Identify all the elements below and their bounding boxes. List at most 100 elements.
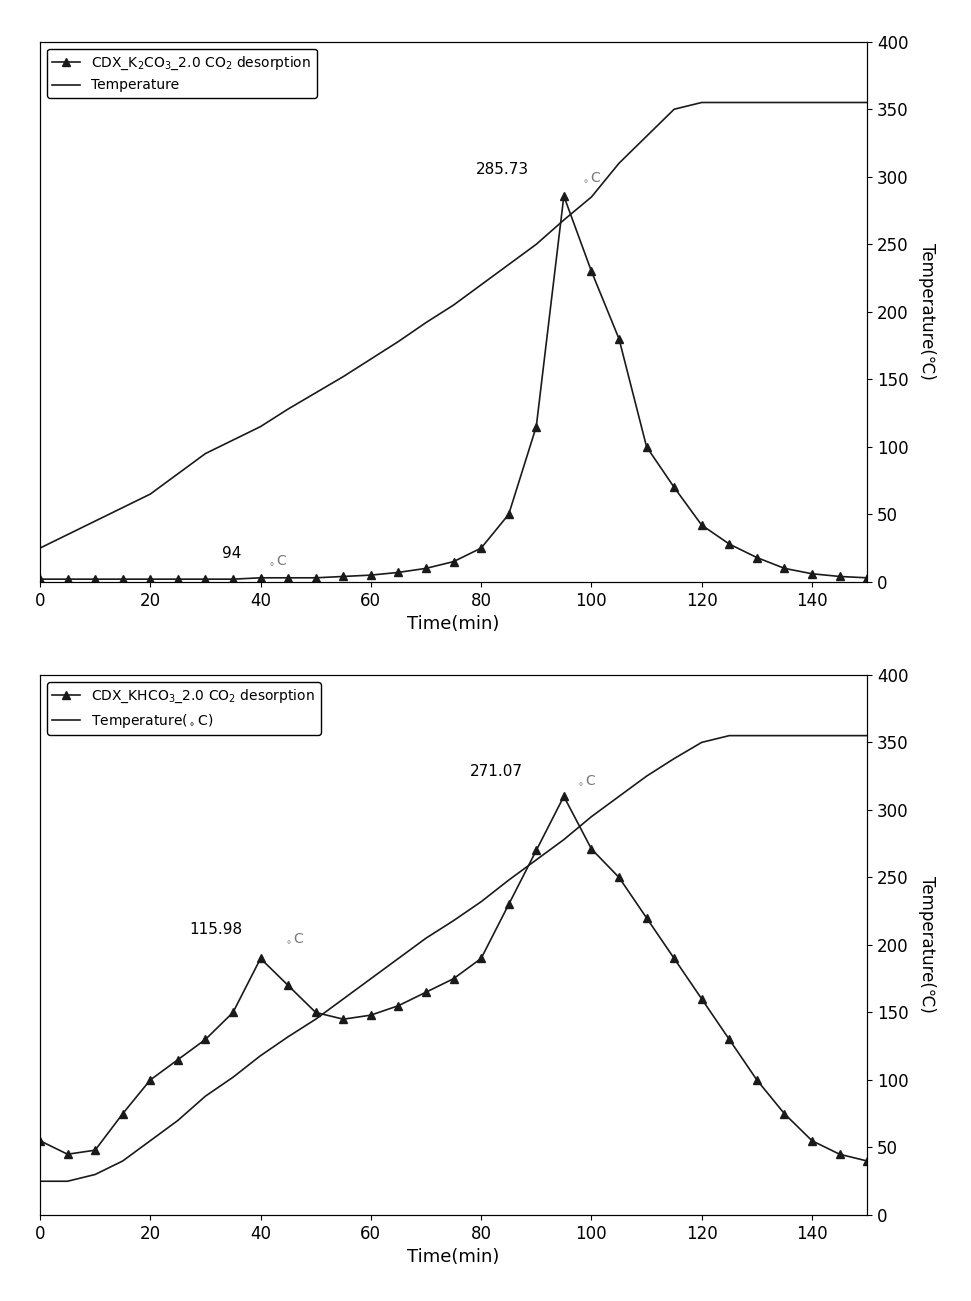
CDX_K$_2$CO$_3$_2.0 CO$_2$ desorption bbox=[62, 571, 74, 587]
Temperature($_\circ$C) bbox=[34, 1174, 46, 1189]
Temperature bbox=[779, 95, 790, 111]
CDX_K$_2$CO$_3$_2.0 CO$_2$ desorption bbox=[779, 561, 790, 576]
Temperature bbox=[227, 432, 239, 448]
CDX_KHCO$_3$_2.0 CO$_2$ desorption bbox=[806, 1133, 818, 1149]
Temperature bbox=[254, 419, 266, 435]
CDX_K$_2$CO$_3$_2.0 CO$_2$ desorption bbox=[420, 561, 432, 576]
CDX_KHCO$_3$_2.0 CO$_2$ desorption bbox=[283, 977, 294, 993]
CDX_K$_2$CO$_3$_2.0 CO$_2$ desorption bbox=[172, 571, 184, 587]
Temperature bbox=[62, 527, 74, 543]
Temperature bbox=[558, 212, 570, 228]
CDX_K$_2$CO$_3$_2.0 CO$_2$ desorption bbox=[530, 419, 542, 435]
CDX_K$_2$CO$_3$_2.0 CO$_2$ desorption bbox=[448, 554, 459, 570]
Temperature($_\circ$C) bbox=[448, 913, 459, 929]
Temperature($_\circ$C) bbox=[392, 951, 404, 967]
CDX_K$_2$CO$_3$_2.0 CO$_2$ desorption bbox=[558, 189, 570, 204]
CDX_KHCO$_3$_2.0 CO$_2$ desorption bbox=[779, 1106, 790, 1121]
CDX_K$_2$CO$_3$_2.0 CO$_2$ desorption bbox=[365, 567, 377, 583]
Temperature bbox=[834, 95, 846, 111]
Temperature bbox=[641, 129, 653, 144]
CDX_K$_2$CO$_3$_2.0 CO$_2$ desorption bbox=[751, 550, 762, 566]
CDX_KHCO$_3$_2.0 CO$_2$ desorption bbox=[558, 788, 570, 804]
CDX_KHCO$_3$_2.0 CO$_2$ desorption bbox=[696, 991, 708, 1007]
CDX_KHCO$_3$_2.0 CO$_2$ desorption bbox=[503, 896, 515, 912]
Temperature bbox=[668, 101, 680, 117]
CDX_K$_2$CO$_3$_2.0 CO$_2$ desorption bbox=[806, 566, 818, 582]
CDX_K$_2$CO$_3$_2.0 CO$_2$ desorption bbox=[503, 506, 515, 522]
CDX_KHCO$_3$_2.0 CO$_2$ desorption bbox=[200, 1032, 212, 1047]
Temperature bbox=[503, 256, 515, 272]
Temperature($_\circ$C) bbox=[806, 727, 818, 743]
Temperature bbox=[34, 540, 46, 556]
Temperature($_\circ$C) bbox=[834, 727, 846, 743]
CDX_K$_2$CO$_3$_2.0 CO$_2$ desorption bbox=[696, 518, 708, 533]
Temperature($_\circ$C) bbox=[62, 1174, 74, 1189]
Temperature bbox=[861, 95, 873, 111]
CDX_KHCO$_3$_2.0 CO$_2$ desorption bbox=[145, 1072, 156, 1088]
Temperature bbox=[586, 189, 597, 204]
CDX_KHCO$_3$_2.0 CO$_2$ desorption bbox=[448, 971, 459, 986]
Temperature($_\circ$C) bbox=[586, 809, 597, 825]
Temperature($_\circ$C) bbox=[117, 1153, 128, 1168]
CDX_KHCO$_3$_2.0 CO$_2$ desorption bbox=[668, 951, 680, 967]
Temperature bbox=[172, 466, 184, 481]
CDX_K$_2$CO$_3$_2.0 CO$_2$ desorption bbox=[641, 438, 653, 454]
CDX_KHCO$_3$_2.0 CO$_2$ desorption bbox=[310, 1004, 321, 1020]
Temperature($_\circ$C) bbox=[668, 751, 680, 766]
CDX_KHCO$_3$_2.0 CO$_2$ desorption bbox=[751, 1072, 762, 1088]
Temperature bbox=[530, 237, 542, 252]
Temperature bbox=[310, 385, 321, 401]
Temperature bbox=[365, 351, 377, 367]
CDX_K$_2$CO$_3$_2.0 CO$_2$ desorption bbox=[227, 571, 239, 587]
Temperature($_\circ$C) bbox=[861, 727, 873, 743]
Temperature($_\circ$C) bbox=[145, 1133, 156, 1149]
CDX_K$_2$CO$_3$_2.0 CO$_2$ desorption bbox=[117, 571, 128, 587]
CDX_K$_2$CO$_3$_2.0 CO$_2$ desorption bbox=[254, 570, 266, 585]
CDX_K$_2$CO$_3$_2.0 CO$_2$ desorption bbox=[476, 540, 487, 556]
CDX_KHCO$_3$_2.0 CO$_2$ desorption bbox=[723, 1032, 735, 1047]
CDX_KHCO$_3$_2.0 CO$_2$ desorption bbox=[117, 1106, 128, 1121]
CDX_K$_2$CO$_3$_2.0 CO$_2$ desorption bbox=[310, 570, 321, 585]
Legend: CDX_KHCO$_3$_2.0 CO$_2$ desorption, Temperature($_\circ$C): CDX_KHCO$_3$_2.0 CO$_2$ desorption, Temp… bbox=[47, 682, 320, 735]
Temperature bbox=[392, 333, 404, 349]
CDX_KHCO$_3$_2.0 CO$_2$ desorption bbox=[613, 869, 624, 885]
CDX_K$_2$CO$_3$_2.0 CO$_2$ desorption bbox=[861, 570, 873, 585]
Temperature($_\circ$C) bbox=[613, 788, 624, 804]
Temperature bbox=[751, 95, 762, 111]
Temperature($_\circ$C) bbox=[254, 1047, 266, 1063]
Text: $_\circ$C: $_\circ$C bbox=[266, 553, 287, 567]
CDX_K$_2$CO$_3$_2.0 CO$_2$ desorption bbox=[834, 569, 846, 584]
CDX_K$_2$CO$_3$_2.0 CO$_2$ desorption bbox=[283, 570, 294, 585]
CDX_KHCO$_3$_2.0 CO$_2$ desorption bbox=[227, 1004, 239, 1020]
CDX_KHCO$_3$_2.0 CO$_2$ desorption bbox=[586, 842, 597, 857]
CDX_KHCO$_3$_2.0 CO$_2$ desorption bbox=[254, 951, 266, 967]
CDX_K$_2$CO$_3$_2.0 CO$_2$ desorption bbox=[613, 330, 624, 346]
Temperature bbox=[806, 95, 818, 111]
CDX_KHCO$_3$_2.0 CO$_2$ desorption bbox=[338, 1011, 350, 1026]
CDX_KHCO$_3$_2.0 CO$_2$ desorption bbox=[861, 1153, 873, 1168]
X-axis label: Time(min): Time(min) bbox=[408, 615, 500, 634]
Legend: CDX_K$_2$CO$_3$_2.0 CO$_2$ desorption, Temperature: CDX_K$_2$CO$_3$_2.0 CO$_2$ desorption, T… bbox=[47, 48, 317, 98]
CDX_K$_2$CO$_3$_2.0 CO$_2$ desorption bbox=[145, 571, 156, 587]
Y-axis label: Temperature(℃): Temperature(℃) bbox=[919, 243, 936, 380]
Text: 285.73: 285.73 bbox=[476, 163, 529, 177]
Temperature bbox=[89, 514, 101, 530]
CDX_KHCO$_3$_2.0 CO$_2$ desorption bbox=[34, 1133, 46, 1149]
Temperature($_\circ$C) bbox=[172, 1112, 184, 1128]
CDX_KHCO$_3$_2.0 CO$_2$ desorption bbox=[365, 1007, 377, 1023]
Temperature bbox=[420, 315, 432, 330]
Text: $_\circ$C: $_\circ$C bbox=[575, 773, 596, 787]
Temperature($_\circ$C) bbox=[365, 971, 377, 986]
Temperature bbox=[448, 297, 459, 312]
CDX_K$_2$CO$_3$_2.0 CO$_2$ desorption bbox=[200, 571, 212, 587]
Temperature bbox=[338, 368, 350, 384]
CDX_KHCO$_3$_2.0 CO$_2$ desorption bbox=[392, 998, 404, 1013]
Temperature($_\circ$C) bbox=[641, 769, 653, 785]
Line: Temperature: Temperature bbox=[40, 103, 867, 548]
CDX_KHCO$_3$_2.0 CO$_2$ desorption bbox=[172, 1053, 184, 1068]
Temperature bbox=[117, 500, 128, 515]
Temperature($_\circ$C) bbox=[779, 727, 790, 743]
Temperature($_\circ$C) bbox=[530, 852, 542, 868]
Temperature($_\circ$C) bbox=[89, 1167, 101, 1183]
Temperature($_\circ$C) bbox=[503, 872, 515, 887]
